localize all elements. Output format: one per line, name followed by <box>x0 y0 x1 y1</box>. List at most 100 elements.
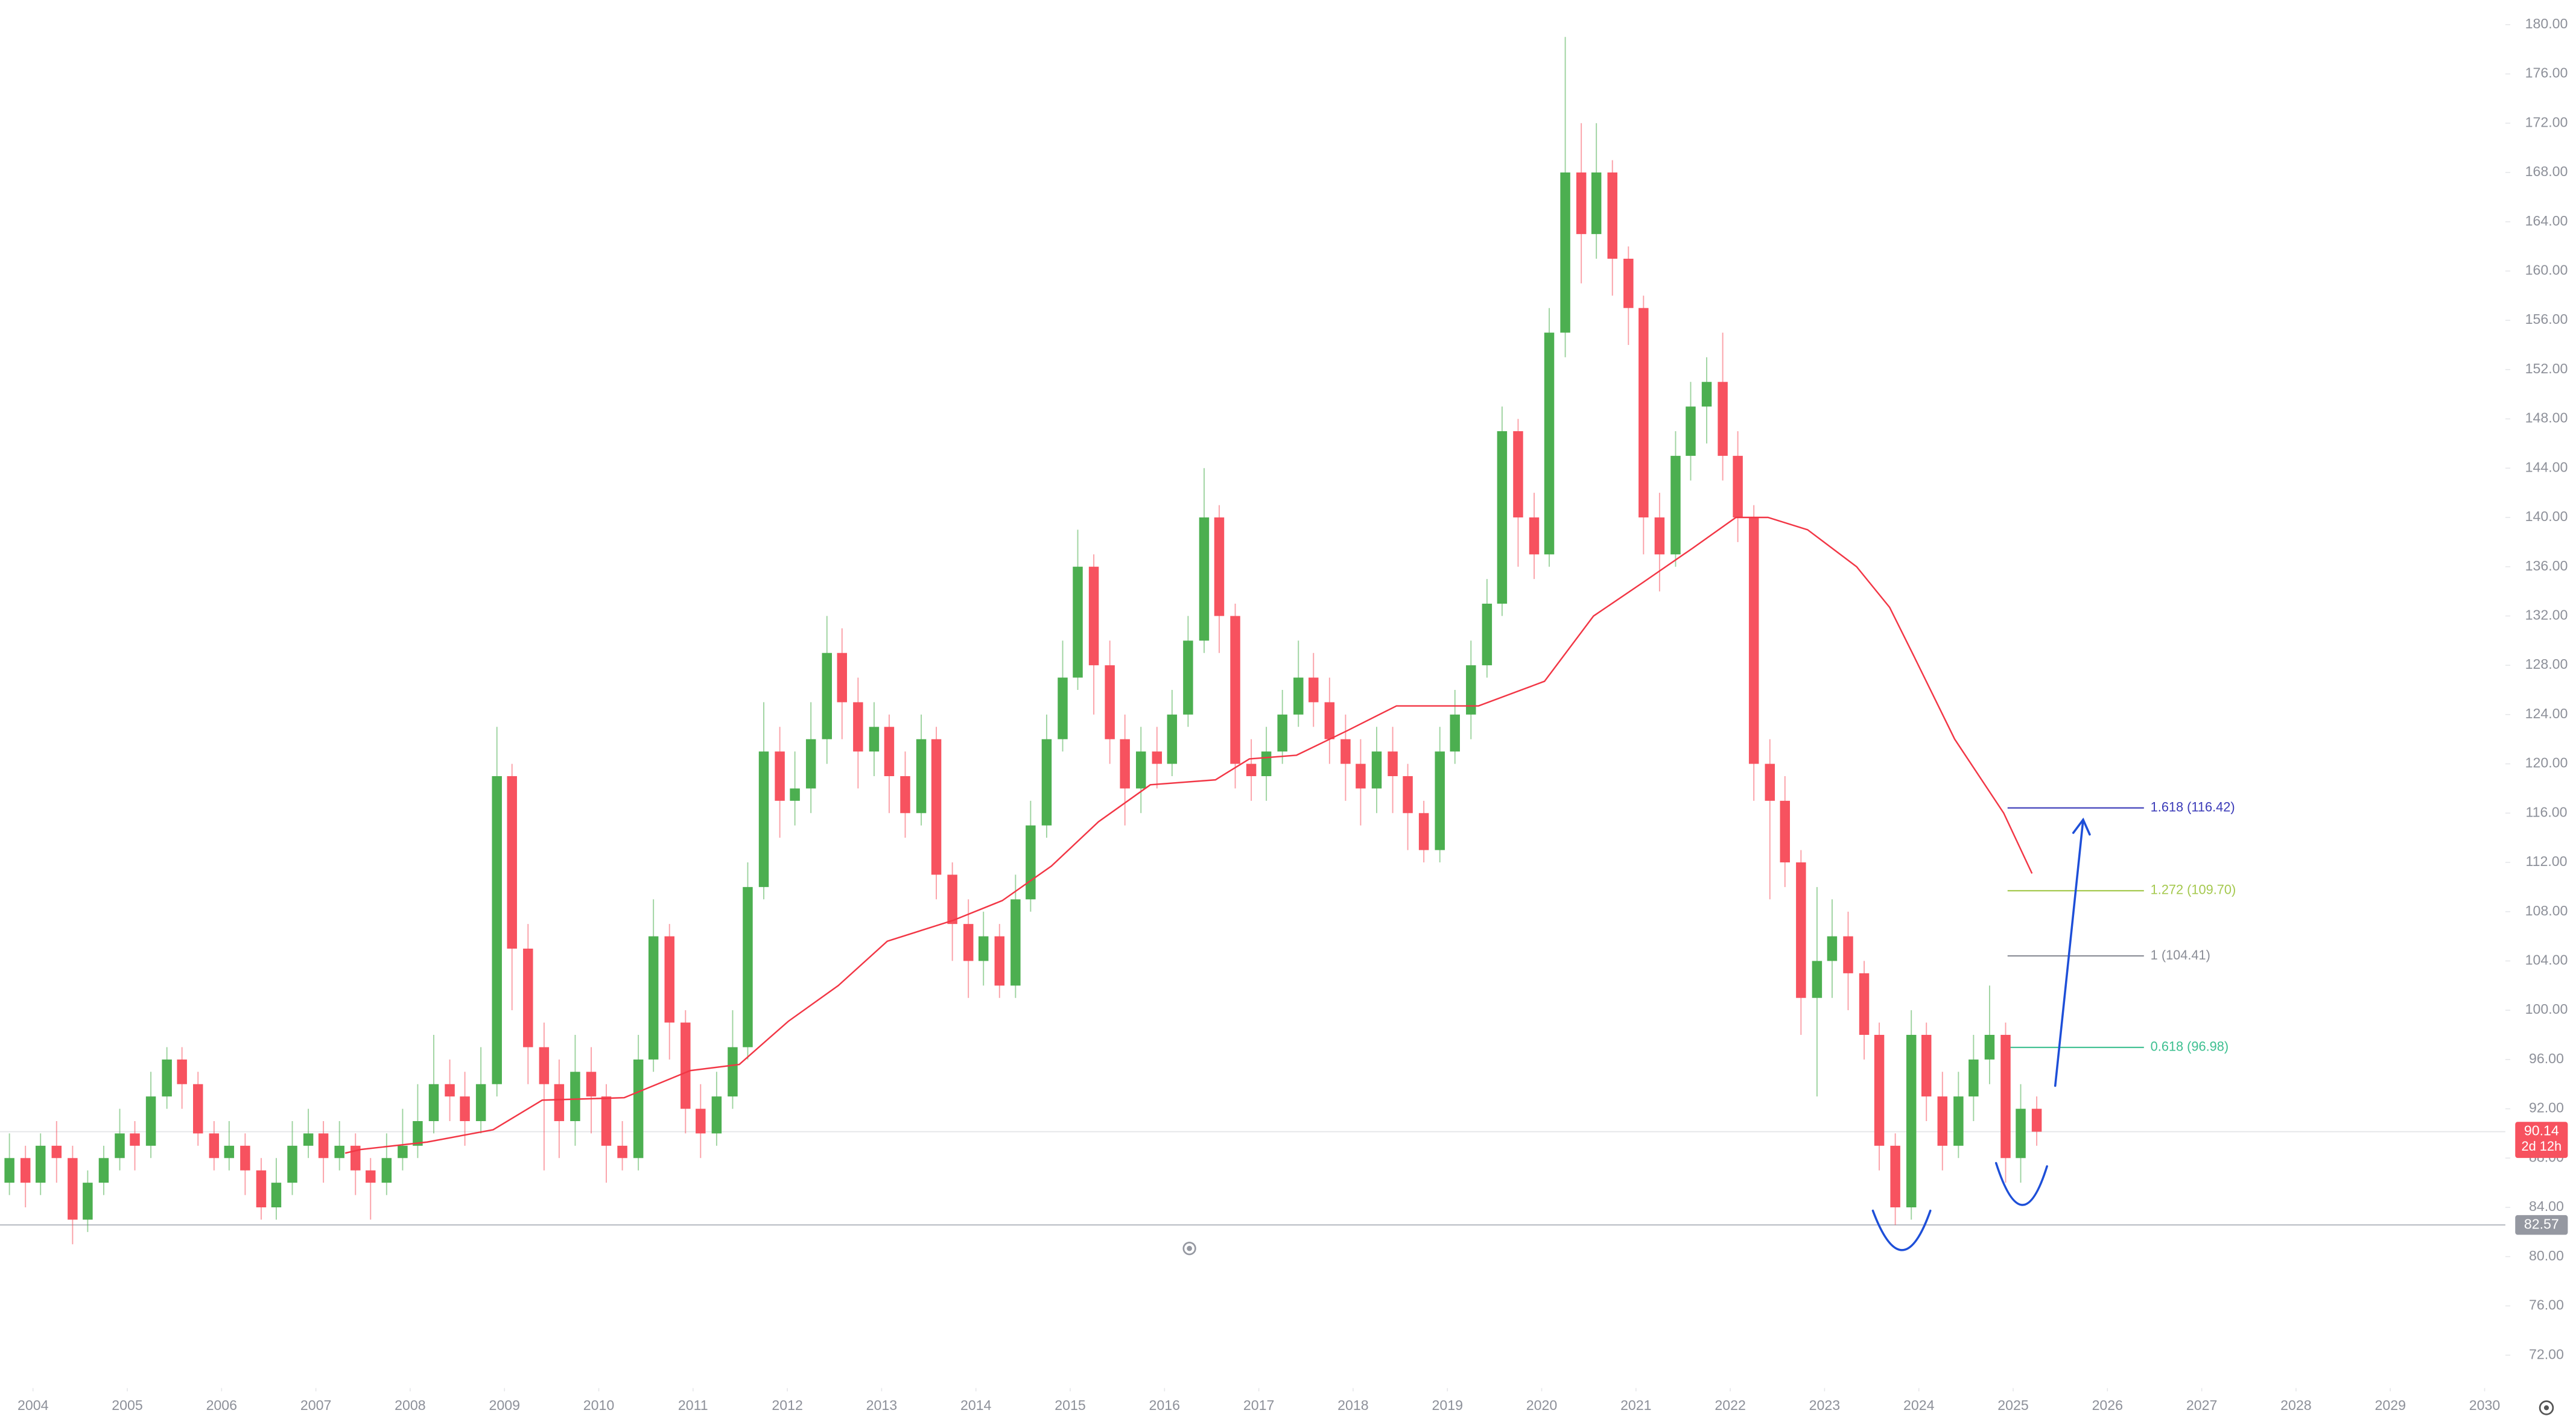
y-tick-label: 140.00 <box>2525 508 2568 524</box>
x-tick-label: 2007 <box>300 1397 331 1413</box>
candle-body <box>492 776 502 1084</box>
candle-body <box>271 1183 282 1208</box>
candle-body <box>1748 517 1759 764</box>
candle-body <box>413 1121 423 1146</box>
candle-body <box>1435 751 1445 850</box>
y-tick-label: 144.00 <box>2525 459 2568 475</box>
candle-body <box>884 727 895 777</box>
candle-body <box>1560 172 1570 333</box>
y-tick-label: 132.00 <box>2525 607 2568 623</box>
candle-body <box>475 1084 486 1122</box>
candle-body <box>1843 936 1853 973</box>
candle-body <box>1371 751 1382 789</box>
candle-body <box>1418 813 1429 850</box>
candle-body <box>758 751 769 887</box>
low-price-label: 82.57 <box>2524 1216 2559 1231</box>
candle-body <box>1309 677 1319 703</box>
candle-body <box>445 1084 455 1097</box>
candle-body <box>1293 677 1304 715</box>
candle-body <box>1199 517 1210 641</box>
candle-body <box>1277 714 1287 752</box>
candle-body <box>1010 899 1021 986</box>
x-tick-label: 2006 <box>206 1397 237 1413</box>
candle-body <box>1544 332 1555 555</box>
x-tick-label: 2024 <box>1903 1397 1935 1413</box>
y-tick-label: 160.00 <box>2525 262 2568 278</box>
candle-body <box>428 1084 439 1122</box>
candle-body <box>648 936 659 1060</box>
x-tick-label: 2013 <box>866 1397 897 1413</box>
candle-body <box>1654 517 1665 555</box>
y-tick-label: 128.00 <box>2525 656 2568 672</box>
candle-body <box>696 1108 706 1134</box>
candle-body <box>775 751 785 801</box>
candle-body <box>35 1145 46 1183</box>
x-tick-label: 2029 <box>2375 1397 2405 1413</box>
candle-body <box>224 1145 235 1158</box>
candle-body <box>601 1096 612 1146</box>
y-tick-label: 124.00 <box>2525 706 2568 721</box>
x-tick-label: 2015 <box>1055 1397 1085 1413</box>
candle-body <box>1261 751 1272 777</box>
candle-body <box>1388 751 1398 777</box>
candle-body <box>2000 1035 2011 1158</box>
candle-body <box>900 776 910 814</box>
y-tick-label: 92.00 <box>2529 1100 2564 1116</box>
x-tick-label: 2020 <box>1526 1397 1557 1413</box>
y-tick-label: 76.00 <box>2529 1297 2564 1313</box>
y-tick-label: 180.00 <box>2525 16 2568 31</box>
x-tick-label: 2023 <box>1809 1397 1840 1413</box>
candle-body <box>2016 1108 2026 1158</box>
x-tick-label: 2008 <box>395 1397 425 1413</box>
x-tick-label: 2004 <box>17 1397 49 1413</box>
candle-body <box>1324 702 1335 739</box>
y-tick-label: 164.00 <box>2525 213 2568 229</box>
candle-body <box>256 1170 267 1208</box>
candle-body <box>1827 936 1838 961</box>
candle-body <box>460 1096 470 1122</box>
candle-body <box>1513 431 1523 518</box>
settings-icon[interactable] <box>2539 1400 2554 1415</box>
candle-body <box>570 1072 580 1122</box>
candle-body <box>539 1047 550 1084</box>
settings-ring[interactable] <box>2539 1400 2554 1415</box>
candle-body <box>853 702 863 752</box>
candle-body <box>366 1170 376 1183</box>
y-tick-label: 168.00 <box>2525 163 2568 179</box>
x-tick-label: 2012 <box>772 1397 802 1413</box>
candle-body <box>1968 1059 1979 1097</box>
countdown-label: 2d 12h <box>2522 1139 2562 1154</box>
x-tick-label: 2026 <box>2092 1397 2123 1413</box>
candle-body <box>318 1133 329 1158</box>
marker-icon[interactable] <box>1182 1241 1196 1256</box>
moving-average-line <box>344 516 2033 1154</box>
candle-body <box>680 1022 691 1109</box>
candle-body <box>287 1145 297 1183</box>
candle-body <box>586 1072 597 1097</box>
candle-body <box>1576 172 1587 235</box>
x-tick-label: 2014 <box>960 1397 992 1413</box>
fib-level-label: 0.618 (96.98) <box>2151 1039 2229 1054</box>
candle-body <box>4 1158 14 1183</box>
candle-body <box>1921 1035 1932 1097</box>
x-tick-label: 2028 <box>2280 1397 2311 1413</box>
y-tick-label: 176.00 <box>2525 65 2568 81</box>
candle-body <box>963 924 974 961</box>
candle-body <box>334 1145 344 1158</box>
x-tick-label: 2022 <box>1715 1397 1745 1413</box>
candle-body <box>162 1059 172 1097</box>
candle-body <box>978 936 989 961</box>
candle-body <box>1356 763 1366 789</box>
candle-body <box>1450 714 1460 752</box>
candle-body <box>130 1133 140 1146</box>
candle-body <box>869 727 880 752</box>
cup-arc <box>1994 1162 2048 1206</box>
candle-body <box>1670 455 1681 555</box>
y-tick-label: 172.00 <box>2525 114 2568 130</box>
candle-body <box>1340 739 1351 764</box>
last-price-label: 90.14 <box>2524 1123 2559 1139</box>
reference-lines <box>0 24 2511 1392</box>
candle-body <box>2031 1108 2042 1132</box>
candle-body <box>1073 566 1083 678</box>
